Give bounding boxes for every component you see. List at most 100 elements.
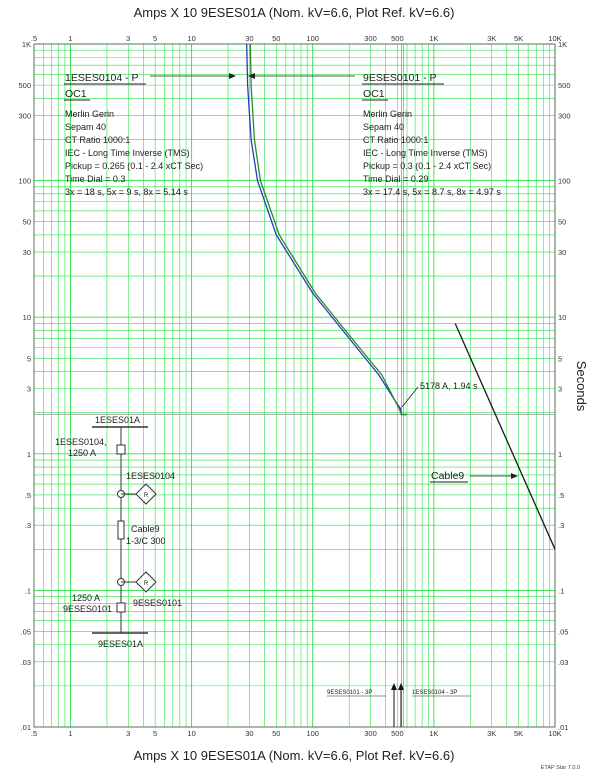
tick-labels: .5 .5 1 1 3 3 5 5 10 10 30 30 50 50 100 100 300 300 500 500…	[18, 34, 570, 738]
relay2-line: Pickup = 0.3 (0.1 - 2.4 xCT Sec)	[363, 161, 491, 171]
y-tick-label-left: 500	[18, 81, 31, 90]
x-tick-label-bottom: 300	[364, 729, 377, 738]
software-version: ETAP Star 7.0.0	[541, 765, 580, 771]
cable-label-arrowhead	[511, 473, 518, 479]
x-tick-label-bottom: 30	[245, 729, 253, 738]
series-curve	[249, 43, 407, 416]
y-tick-label-left: .03	[21, 658, 31, 667]
cable-label: Cable9	[431, 470, 464, 482]
bus-bot-label: 9ESES01A	[98, 639, 143, 649]
breaker-bot-rating: 1250 A	[72, 593, 100, 603]
y-tick-label-right: 3	[558, 385, 562, 394]
y-tick-label-left: .05	[21, 628, 31, 637]
series-curve	[246, 43, 407, 416]
x-tick-label-top: 100	[306, 34, 319, 43]
relay1-line: Merlin Gerin	[65, 109, 114, 119]
x-tick-label-top: 1K	[429, 34, 438, 43]
y-tick-label-right: 500	[558, 81, 571, 90]
y-tick-label-right: .01	[558, 723, 568, 732]
operating-point-annotation: 5178 A, 1.94 s	[401, 381, 478, 408]
relay2-annotation: 9ESES0101 - P OC1 Merlin Gerin Sepam 40 …	[248, 72, 501, 197]
x-tick-label-bottom: 5	[153, 729, 157, 738]
relay1-title: 1ESES0104 - P	[65, 72, 139, 84]
y-tick-label-right: 30	[558, 248, 566, 257]
y-tick-label-right: 50	[558, 218, 566, 227]
y-tick-label-right: .3	[558, 521, 564, 530]
relay1-line: Sepam 40	[65, 122, 106, 132]
y-tick-label-left: 300	[18, 111, 31, 120]
chart-title-bottom: Amps X 10 9ESES01A (Nom. kV=6.6, Plot Re…	[134, 748, 455, 763]
y-tick-label-left: 50	[23, 218, 31, 227]
y-tick-label-left: 10	[23, 313, 31, 322]
relay1-line: CT Ratio 1000:1	[65, 135, 130, 145]
relay1-line: Time Dial = 0.3	[65, 174, 125, 184]
operating-point-leader	[401, 386, 419, 408]
x-tick-label-bottom: .5	[31, 729, 37, 738]
relay2-subtitle: OC1	[363, 88, 385, 100]
relay2-line: 3x = 17.4 s, 5x = 8.7 s, 8x = 4.97 s	[363, 187, 501, 197]
y-tick-label-left: .3	[25, 521, 31, 530]
y-tick-label-left: .01	[21, 723, 31, 732]
y-tick-label-left: .5	[25, 491, 31, 500]
cable-name: Cable9	[131, 524, 160, 534]
x-tick-label-top: 1	[68, 34, 72, 43]
cable-symbol	[117, 520, 125, 540]
y-tick-label-left: 5	[27, 354, 31, 363]
x-tick-label-top: 3K	[487, 34, 496, 43]
breaker-top-rating: 1250 A	[68, 448, 96, 458]
x-tick-label-bottom: 1K	[429, 729, 438, 738]
relay1-arrowhead	[229, 73, 236, 79]
x-tick-label-bottom: 50	[272, 729, 280, 738]
series-curve	[454, 323, 556, 550]
relay-top-label: 1ESES0104	[126, 471, 175, 481]
y-tick-label-left: 100	[18, 177, 31, 186]
x-tick-label-bottom: 10	[187, 729, 195, 738]
x-tick-label-top: 5	[153, 34, 157, 43]
relay2-line: Sepam 40	[363, 122, 404, 132]
bus-top-label: 1ESES01A	[95, 415, 140, 425]
x-tick-label-top: 3	[126, 34, 130, 43]
x-tick-label-bottom: 1	[68, 729, 72, 738]
relay2-arrowhead	[248, 73, 255, 79]
x-tick-label-top: 50	[272, 34, 280, 43]
relay-bot-letter: R	[144, 581, 149, 587]
relay-top-symbol	[135, 483, 157, 505]
y-tick-label-right: .1	[558, 586, 564, 595]
relay2-line: Time Dial = 0.29	[363, 174, 428, 184]
x-tick-label-bottom: 5K	[514, 729, 523, 738]
y-tick-label-right: .05	[558, 628, 568, 637]
relay2-line: Merlin Gerin	[363, 109, 412, 119]
fault-left-label: 9ESES0101 - 3P	[327, 690, 372, 696]
fault-arrowhead-2	[398, 683, 404, 690]
curves	[246, 43, 556, 550]
y-tick-label-left: .1	[25, 586, 31, 595]
vertical-markers	[34, 44, 555, 727]
relay1-line: 3x = 18 s, 5x = 9 s, 8x = 5.14 s	[65, 187, 188, 197]
x-tick-label-top: 10K	[548, 34, 561, 43]
relay-bot-symbol	[135, 571, 157, 593]
y-tick-label-right: 1K	[558, 40, 567, 49]
x-tick-label-top: 10	[187, 34, 195, 43]
relay-top-letter: R	[144, 493, 149, 499]
y-axis-label: Seconds	[574, 361, 589, 412]
y-tick-label-left: 1	[27, 450, 31, 459]
relay1-line: Pickup = 0.265 (0.1 - 2.4 xCT Sec)	[65, 161, 203, 171]
y-tick-label-right: 300	[558, 111, 571, 120]
relay-bot-label: 9ESES0101	[133, 598, 182, 608]
x-tick-label-bottom: 500	[391, 729, 404, 738]
fault-right-label: 1ESES0104 - 3P	[412, 690, 457, 696]
relay1-line: IEC - Long Time Inverse (TMS)	[65, 148, 190, 158]
relay2-title: 9ESES0101 - P	[363, 72, 437, 84]
relay2-line: CT Ratio 1000:1	[363, 135, 428, 145]
relay2-line: IEC - Long Time Inverse (TMS)	[363, 148, 488, 158]
breaker-bot-symbol	[116, 602, 126, 613]
y-tick-label-left: 1K	[22, 40, 31, 49]
x-tick-label-bottom: 3	[126, 729, 130, 738]
cable-label-annotation: Cable9	[430, 470, 518, 483]
x-tick-label-top: 300	[364, 34, 377, 43]
relay1-subtitle: OC1	[65, 88, 87, 100]
x-tick-label-bottom: 10K	[548, 729, 561, 738]
oneline-diagram: 1ESES01A 1ESES0104, 1250 A 1ESES0104 R C…	[55, 415, 182, 649]
x-tick-label-bottom: 100	[306, 729, 319, 738]
